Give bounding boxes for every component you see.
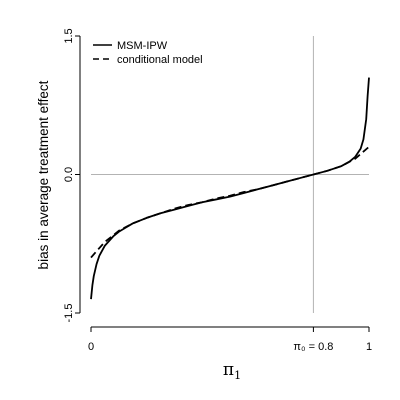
series-layer [90, 77, 370, 300]
y-tick-label: -1.5 [63, 304, 75, 323]
series-line-msm-ipw [90, 77, 370, 300]
y-axis-label: bias in average treatment effect [36, 80, 51, 269]
x-tick-label: 1 [366, 341, 372, 353]
reference-lines [91, 36, 369, 313]
legend-label: MSM-IPW [117, 40, 168, 52]
axes: -1.5 0.0 1.5 0 π₀ = 0.8 1 [63, 28, 372, 353]
x-axis-label-main: π [223, 360, 234, 380]
axis-labels: bias in average treatment effect π1 [36, 80, 241, 382]
series-line-conditional-model [90, 146, 370, 259]
x-tick-label: 0 [88, 341, 94, 353]
y-tick-label: 0.0 [63, 167, 75, 182]
x-axis-label: π1 [223, 360, 241, 382]
x-tick-label: π₀ = 0.8 [293, 341, 333, 353]
x-axis-label-subscript: 1 [234, 369, 241, 382]
y-tick-label: 1.5 [63, 28, 75, 43]
legend: MSM-IPW conditional model [93, 40, 203, 66]
legend-label: conditional model [117, 54, 203, 66]
